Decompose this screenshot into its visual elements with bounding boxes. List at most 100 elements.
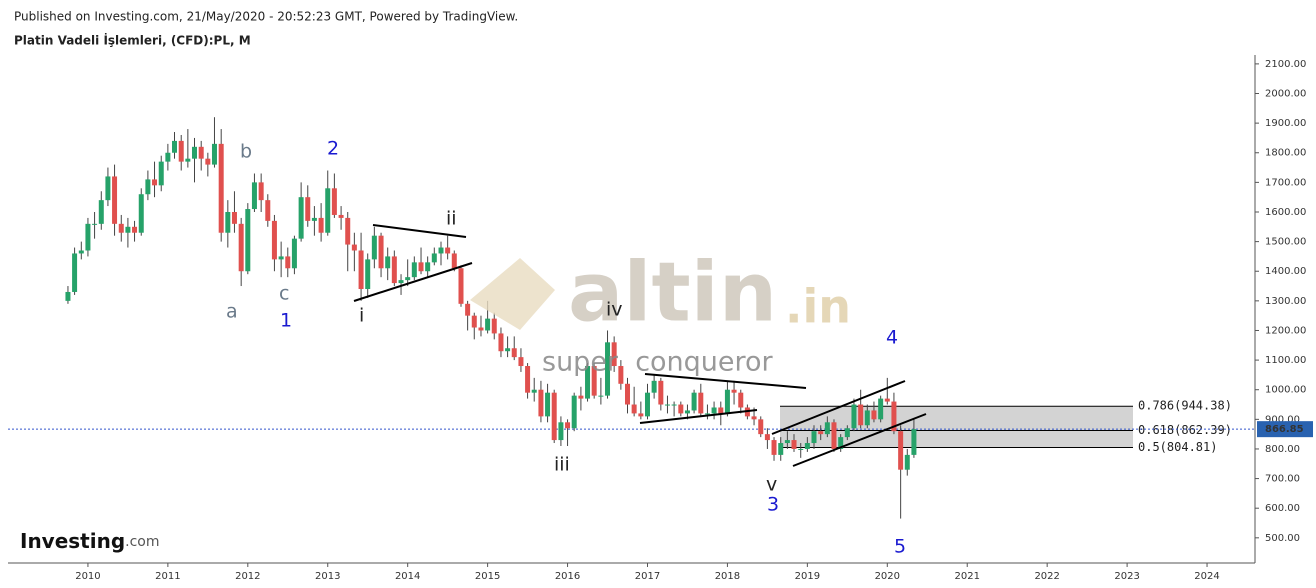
candle-body <box>305 197 311 221</box>
candle-body <box>245 209 251 272</box>
wave-label: iv <box>606 299 623 321</box>
y-tick-label: 1100.00 <box>1265 355 1306 366</box>
candle-body <box>651 380 657 393</box>
candle-body <box>565 422 571 429</box>
y-tick-label: 2000.00 <box>1265 89 1306 100</box>
candle-body <box>238 223 244 272</box>
candle-body <box>152 179 158 186</box>
candle-body <box>285 256 291 269</box>
candle-body <box>638 413 644 417</box>
y-tick-label: 2100.00 <box>1265 59 1306 70</box>
x-tick-label: 2019 <box>795 571 820 582</box>
x-tick-label: 2011 <box>155 571 180 582</box>
candle-body <box>538 389 544 417</box>
candle-body <box>378 235 384 269</box>
candle-body <box>231 211 237 224</box>
candle-body <box>778 443 784 455</box>
wave-label: 5 <box>894 536 906 558</box>
candle-body <box>191 146 197 159</box>
candle-body <box>625 383 631 405</box>
candle-body <box>258 182 264 201</box>
candle-body <box>125 226 131 233</box>
candle-body <box>165 152 171 162</box>
x-tick-label: 2023 <box>1114 571 1139 582</box>
y-tick-label: 1300.00 <box>1265 296 1306 307</box>
candle-body <box>72 253 78 292</box>
candle-body <box>298 197 304 239</box>
candle-body <box>478 327 484 331</box>
candle-body <box>784 440 790 444</box>
wave-label: b <box>240 141 252 163</box>
y-tick-label: 500.00 <box>1265 533 1300 544</box>
candle-body <box>798 448 804 450</box>
candle-body <box>158 161 164 186</box>
candle-body <box>758 419 764 435</box>
candle-body <box>791 440 797 449</box>
candle-body <box>711 407 717 414</box>
candle-body <box>505 348 511 352</box>
candle-body <box>511 348 517 358</box>
candle-body <box>611 342 617 367</box>
watermark-brand: altin <box>568 245 777 340</box>
candle-body <box>518 357 524 367</box>
candle-body <box>251 182 257 210</box>
candle-body <box>771 440 777 455</box>
candle-body <box>385 256 391 269</box>
candle-body <box>98 200 104 224</box>
candle-body <box>132 226 138 233</box>
candle-body <box>904 454 910 470</box>
candle-body <box>898 431 904 470</box>
last-price-box <box>1257 421 1313 438</box>
candle-body <box>418 262 424 272</box>
candle-body <box>525 366 531 393</box>
candle-body <box>325 188 331 233</box>
wave-label: 3 <box>767 494 779 516</box>
candle-body <box>751 416 757 420</box>
candle-body <box>351 244 357 251</box>
y-tick-label: 1500.00 <box>1265 237 1306 248</box>
trend-line <box>644 373 807 389</box>
candle-body <box>118 223 124 233</box>
candle-body <box>265 200 271 221</box>
x-tick-label: 2022 <box>1034 571 1059 582</box>
y-tick-label: 1700.00 <box>1265 177 1306 188</box>
candle-body <box>391 256 397 284</box>
candle-body <box>811 431 817 444</box>
candle-body <box>471 315 477 328</box>
fib-label: 0.786(944.38) <box>1138 399 1232 413</box>
candle-body <box>724 389 730 414</box>
x-tick-label: 2014 <box>395 571 420 582</box>
y-tick-label: 1900.00 <box>1265 118 1306 129</box>
candle-body <box>684 410 690 414</box>
candle-body <box>358 250 364 290</box>
candle-body <box>598 395 604 397</box>
candle-body <box>365 259 371 290</box>
candle-body <box>491 318 497 334</box>
candle-body <box>485 318 491 331</box>
y-tick-label: 700.00 <box>1265 474 1300 485</box>
wave-label: i <box>359 305 364 327</box>
trend-line <box>372 224 467 238</box>
candle-body <box>65 291 71 301</box>
y-tick-label: 1800.00 <box>1265 148 1306 159</box>
candle-body <box>371 235 377 260</box>
candle-body <box>631 404 637 414</box>
candle-body <box>911 429 917 455</box>
candle-body <box>138 194 144 233</box>
logo-name: Investing <box>20 529 125 553</box>
last-price-label: 866.85 <box>1265 424 1304 435</box>
candle-body <box>851 404 857 429</box>
y-tick-label: 900.00 <box>1265 414 1300 425</box>
x-tick-label: 2012 <box>235 571 260 582</box>
x-tick-label: 2015 <box>475 571 500 582</box>
logo-suffix: .com <box>125 534 159 550</box>
candle-body <box>92 223 98 225</box>
candle-body <box>205 158 211 165</box>
candle-body <box>671 404 677 406</box>
candle-body <box>858 404 864 426</box>
candle-body <box>105 176 111 201</box>
candle-body <box>764 434 770 441</box>
wave-label: iii <box>554 454 570 476</box>
trend-line <box>639 409 758 424</box>
